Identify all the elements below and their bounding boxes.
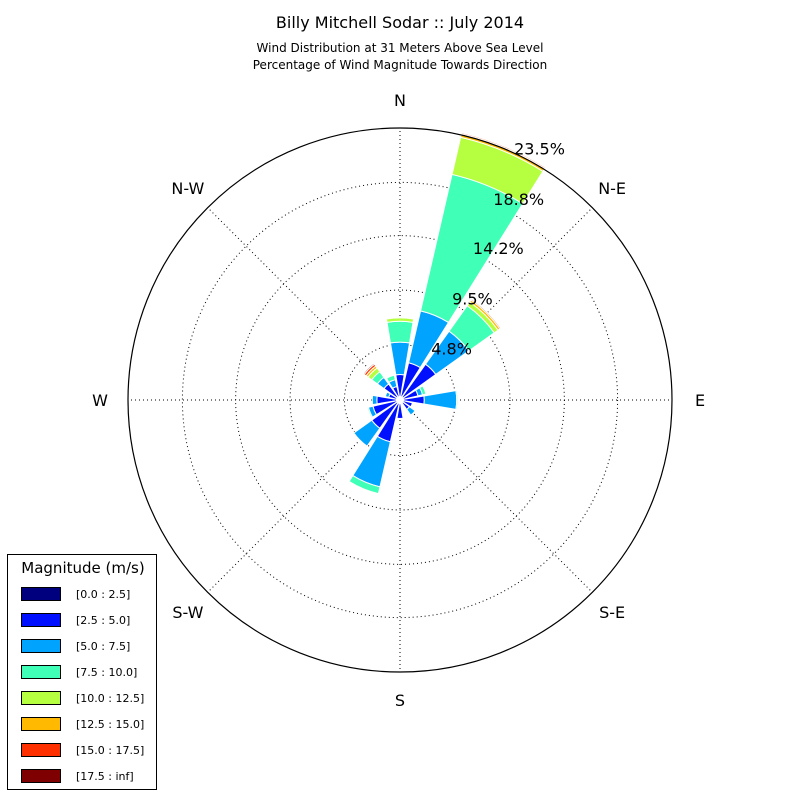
chart-title: Billy Mitchell Sodar :: July 2014 — [275, 13, 525, 32]
legend-label: [10.0 : 12.5] — [76, 692, 145, 705]
angular-gridline — [399, 207, 593, 401]
wind-bar-segment — [402, 400, 414, 408]
legend-swatch — [21, 613, 61, 627]
wind-bar-segment — [396, 402, 404, 420]
chart-subtitle-1: Wind Distribution at 31 Meters Above Sea… — [256, 41, 544, 55]
direction-label: S-E — [599, 603, 625, 622]
legend-label: [12.5 : 15.0] — [76, 718, 145, 731]
wind-bar-segment — [418, 385, 427, 396]
radial-tick-label: 23.5% — [514, 140, 565, 159]
wind-bar-segment — [348, 474, 381, 495]
wind-bar-segment — [385, 374, 396, 384]
outer-circle — [127, 127, 673, 673]
direction-label: W — [92, 391, 108, 410]
direction-label: S — [395, 691, 405, 710]
chart-subtitle-2: Percentage of Wind Magnitude Towards Dir… — [252, 58, 548, 72]
wind-bar-segment — [385, 317, 415, 323]
legend-swatch — [21, 639, 61, 653]
legend-swatch — [21, 769, 61, 783]
legend-label: [2.5 : 5.0] — [76, 614, 131, 627]
radial-tick-label: 4.8% — [431, 340, 472, 359]
legend-swatch — [21, 587, 61, 601]
legend-swatch — [21, 665, 61, 679]
direction-label: N-W — [171, 179, 204, 198]
angular-gridline — [399, 399, 593, 593]
wind-bar-segment — [386, 320, 414, 344]
wind-bar-segment — [366, 406, 374, 419]
wind-bar-segment — [362, 362, 376, 376]
legend-title: Magnitude (m/s) — [21, 559, 145, 577]
angular-gridline — [207, 399, 401, 593]
direction-label: S-W — [172, 603, 203, 622]
angular-gridline — [207, 207, 401, 401]
legend-label: [17.5 : inf] — [76, 770, 134, 783]
legend-swatch — [21, 717, 61, 731]
legend-label: [5.0 : 7.5] — [76, 640, 131, 653]
radial-tick-label: 14.2% — [473, 239, 524, 258]
radial-gridline — [181, 181, 619, 619]
radial-tick-label: 9.5% — [452, 289, 493, 308]
wind-bar-segment — [460, 132, 547, 170]
wind-bar-segment — [423, 390, 458, 410]
legend-swatch — [21, 743, 61, 757]
legend-swatch — [21, 691, 61, 705]
radial-tick-label: 18.8% — [493, 190, 544, 209]
wind-bar-segment — [470, 298, 502, 330]
legend: Magnitude (m/s) [0.0 : 2.5] [2.5 : 5.0] … — [7, 554, 157, 790]
legend-label: [7.5 : 10.0] — [76, 666, 138, 679]
wind-bar-segment — [455, 389, 459, 411]
wind-bar-segment — [353, 419, 381, 447]
wind-bar-segment — [406, 406, 416, 416]
wind-bar-segment — [384, 391, 391, 398]
direction-label: N — [394, 91, 406, 110]
legend-label: [15.0 : 17.5] — [76, 744, 145, 757]
direction-label: N-E — [598, 179, 626, 198]
radial-gridline — [289, 289, 511, 511]
direction-label: E — [695, 391, 705, 410]
legend-label: [0.0 : 2.5] — [76, 588, 131, 601]
wind-bar-segment — [371, 394, 378, 406]
